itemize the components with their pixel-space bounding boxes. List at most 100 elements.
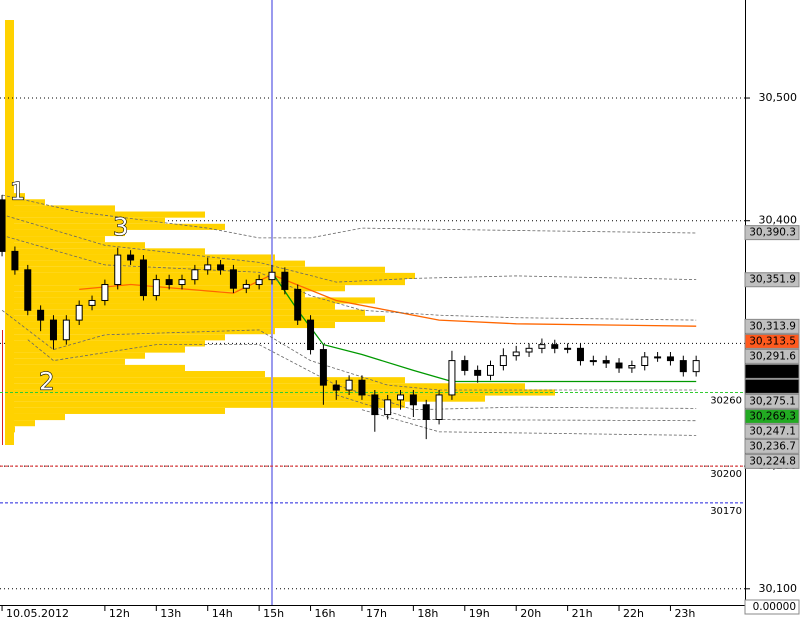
profile-bar: [5, 211, 205, 218]
lines-layer: [0, 0, 745, 605]
profile-bar: [5, 340, 205, 347]
annotation: 1: [10, 178, 25, 206]
candle-body: [589, 360, 597, 363]
profile-bar: [5, 236, 105, 243]
candle-body: [242, 284, 250, 289]
price-box: [744, 363, 800, 379]
annotation: 2: [39, 368, 54, 396]
price-box: [744, 318, 800, 334]
candle-body: [641, 356, 649, 367]
axis-layer: 30,50030,40030,30030,20030,10010.05.2012…: [1, 91, 800, 620]
price-box-label: 30,275.1: [749, 395, 796, 407]
price-box: [744, 453, 800, 469]
level-label: 30200: [710, 469, 742, 480]
candle-body: [204, 264, 212, 271]
candle-body: [525, 347, 533, 353]
profile-bar: [5, 377, 405, 384]
candle-body: [139, 259, 147, 297]
y-tick-label: 30,100: [759, 582, 798, 595]
overlay-layer: 30260 30200 30170 1 2 3: [9, 177, 742, 517]
candle-body: [281, 271, 289, 290]
price-box-label: 30,351.9: [749, 274, 796, 286]
price-box-label: 30,288: [759, 365, 796, 377]
candle-body: [461, 360, 469, 371]
price-box-label: 30,288: [759, 380, 796, 392]
candle-body: [268, 271, 276, 281]
x-tick-label: 16h: [315, 607, 336, 620]
x-tick-label: 22h: [623, 607, 644, 620]
candle-body: [24, 269, 32, 311]
profile-bar: [5, 223, 225, 230]
candle-body: [229, 269, 237, 289]
candle-body: [435, 394, 443, 420]
candle-body: [486, 365, 494, 376]
price-box-label: 30,224.8: [749, 455, 796, 467]
x-tick-label: 17h: [366, 607, 387, 620]
candle-body: [88, 299, 96, 306]
candle-body: [345, 379, 353, 391]
profile-bar: [5, 426, 15, 433]
candle-body: [178, 279, 186, 286]
candle-body: [512, 351, 520, 357]
profile-bar: [5, 279, 405, 286]
candle-body: [319, 349, 327, 386]
candle-body: [692, 360, 700, 373]
indicator-line: [79, 273, 697, 327]
indicator-line: [2, 194, 697, 239]
price-box: [744, 423, 800, 439]
x-tick-label: 12h: [109, 607, 130, 620]
candle-body: [397, 394, 405, 401]
profile-bar: [5, 309, 365, 316]
candle-body: [165, 279, 173, 286]
profile-bar: [5, 352, 145, 359]
profile-bar: [5, 346, 185, 353]
candle-body: [615, 362, 623, 369]
profile-bar: [5, 303, 335, 310]
candle-body: [217, 264, 225, 271]
y-tick-label: 30,400: [759, 214, 798, 227]
profile-bar: [5, 315, 385, 322]
candle-body: [602, 360, 610, 364]
price-box-label: 30,313.5: [749, 335, 796, 347]
x-tick-label: 18h: [417, 607, 438, 620]
profile-bar: [5, 371, 265, 378]
profile-bar: [5, 334, 225, 341]
corner-box: [744, 599, 800, 615]
candle-body: [499, 355, 507, 367]
price-box: [744, 225, 800, 241]
profile-bar: [5, 413, 65, 421]
profile-bar: [5, 254, 275, 261]
candle-body: [255, 279, 263, 286]
level-label: 30170: [710, 506, 742, 517]
candle-body: [49, 319, 57, 341]
candle-body: [474, 369, 482, 376]
indicator-line: [1, 309, 697, 391]
candle-body: [101, 284, 109, 301]
candle-body: [409, 394, 417, 406]
price-box: [744, 438, 800, 454]
profile-bar: [5, 205, 115, 212]
price-box-label: 30,247.1: [749, 425, 796, 437]
candle-body: [114, 254, 122, 286]
indicator-line: [336, 394, 697, 422]
profile-bar: [5, 272, 415, 280]
price-box: [744, 393, 800, 409]
annotation: 3: [113, 213, 128, 241]
price-box: [744, 272, 800, 288]
candle-body: [75, 304, 83, 321]
candle-body: [332, 384, 340, 391]
profile-bar: [5, 193, 25, 200]
candle-body: [666, 356, 674, 362]
candles-layer: [0, 194, 700, 440]
price-box: [744, 408, 800, 424]
candle-body: [576, 347, 584, 362]
candle-body: [307, 319, 315, 351]
indicator-line: [1, 235, 697, 321]
profile-bar: [5, 383, 525, 390]
candle-body: [654, 356, 662, 359]
candle-body: [679, 360, 687, 373]
price-box-label: 30,269.3: [749, 410, 796, 422]
profile-bar: [5, 407, 225, 414]
candle-body: [564, 347, 572, 350]
profile-bar: [5, 260, 305, 267]
